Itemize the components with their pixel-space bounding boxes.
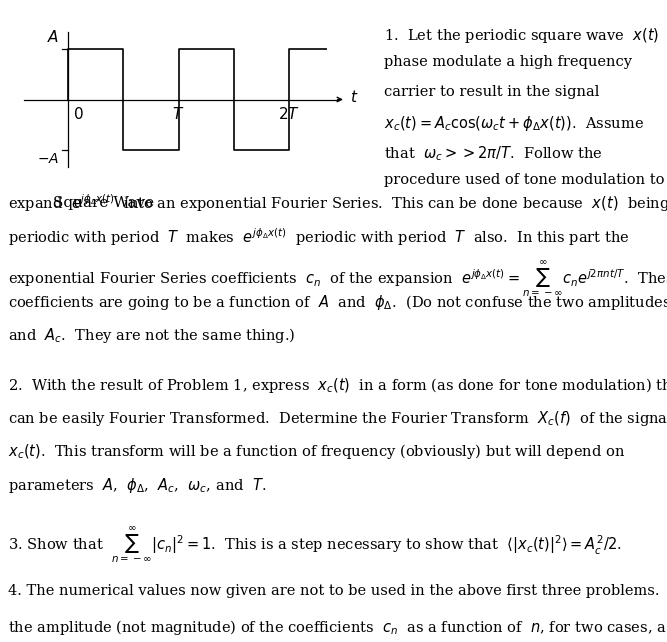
Text: expand  $e^{j\phi_{\Delta}x(t)}$  into an exponential Fourier Series.  This can : expand $e^{j\phi_{\Delta}x(t)}$ into an … xyxy=(8,193,667,214)
Text: $-A$: $-A$ xyxy=(37,152,59,166)
Text: 1.  Let the periodic square wave  $x(t)$: 1. Let the periodic square wave $x(t)$ xyxy=(384,26,659,45)
Text: that  $\omega_c >> 2\pi / T$.  Follow the: that $\omega_c >> 2\pi / T$. Follow the xyxy=(384,144,602,162)
Text: coefficients are going to be a function of  $A$  and  $\phi_{\Delta}$.  (Do not : coefficients are going to be a function … xyxy=(8,293,667,312)
Text: can be easily Fourier Transformed.  Determine the Fourier Transform  $X_c(f)$  o: can be easily Fourier Transformed. Deter… xyxy=(8,409,667,428)
Text: and  $A_c$.  They are not the same thing.): and $A_c$. They are not the same thing.) xyxy=(8,326,295,345)
Text: $A$: $A$ xyxy=(47,30,59,46)
Text: carrier to result in the signal: carrier to result in the signal xyxy=(384,85,599,99)
Text: 2.  With the result of Problem 1, express  $x_c(t)$  in a form (as done for tone: 2. With the result of Problem 1, express… xyxy=(8,376,667,395)
Text: $x_c(t) = A_c \cos(\omega_c t + \phi_{\Delta} x(t))$.  Assume: $x_c(t) = A_c \cos(\omega_c t + \phi_{\D… xyxy=(384,114,644,134)
Text: exponential Fourier Series coefficients  $c_n$  of the expansion  $e^{j\phi_{\De: exponential Fourier Series coefficients … xyxy=(8,259,667,299)
Text: $2T$: $2T$ xyxy=(277,105,299,121)
Text: periodic with period  $T$  makes  $e^{j\phi_{\Delta}x(t)}$  periodic with period: periodic with period $T$ makes $e^{j\phi… xyxy=(8,226,630,248)
Text: Square Wave: Square Wave xyxy=(53,196,154,210)
Text: $T$: $T$ xyxy=(172,105,185,121)
Text: $0$: $0$ xyxy=(73,105,83,121)
Text: 4. The numerical values now given are not to be used in the above first three pr: 4. The numerical values now given are no… xyxy=(8,584,667,598)
Text: the amplitude (not magnitude) of the coefficients  $c_n$  as a function of  $n$,: the amplitude (not magnitude) of the coe… xyxy=(8,618,667,637)
Text: parameters  $A$,  $\phi_{\Delta}$,  $A_c$,  $\omega_c$, and  $T$.: parameters $A$, $\phi_{\Delta}$, $A_c$, … xyxy=(8,476,266,495)
Text: $t$: $t$ xyxy=(350,89,359,105)
Text: procedure used of tone modulation to: procedure used of tone modulation to xyxy=(384,173,664,187)
Text: $x_c(t)$.  This transform will be a function of frequency (obviously) but will d: $x_c(t)$. This transform will be a funct… xyxy=(8,442,625,462)
Text: 3. Show that  $\sum_{n=-\infty}^{\infty} |c_n|^2 = 1$.  This is a step necessary: 3. Show that $\sum_{n=-\infty}^{\infty} … xyxy=(8,525,622,565)
Text: phase modulate a high frequency: phase modulate a high frequency xyxy=(384,55,632,69)
